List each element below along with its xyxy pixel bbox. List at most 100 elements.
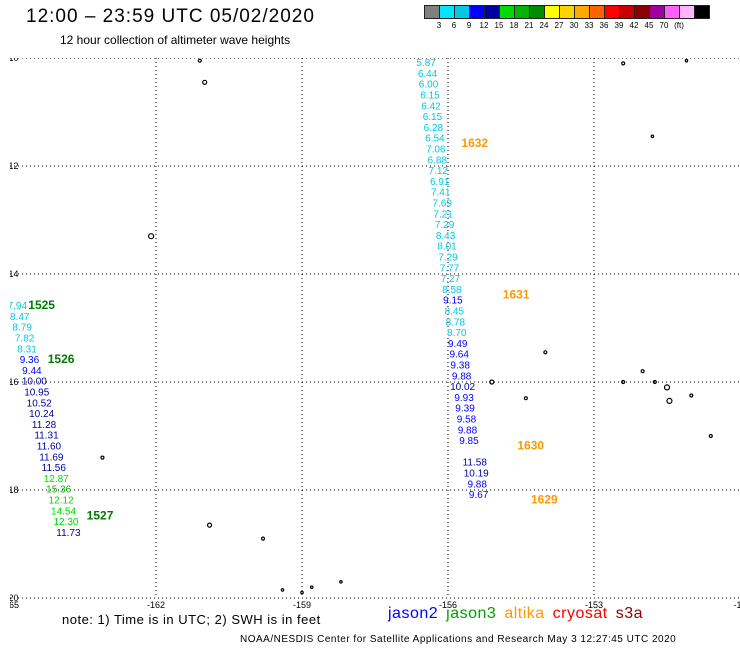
swh-value: 9.38 bbox=[450, 361, 470, 372]
swh-value: 6.15 bbox=[420, 91, 440, 102]
legend-label: 18 bbox=[509, 21, 519, 30]
island-outline bbox=[148, 233, 155, 240]
island-outline bbox=[684, 58, 689, 63]
swh-value: 11.56 bbox=[42, 463, 67, 474]
island-outline bbox=[202, 79, 208, 85]
swh-value: 11.58 bbox=[463, 458, 488, 469]
y-tick-label: -20 bbox=[10, 593, 19, 603]
swh-value: 7.06 bbox=[426, 145, 446, 156]
legend-swatch bbox=[484, 5, 500, 19]
legend-label: 9 bbox=[466, 21, 472, 30]
swh-value: 8.31 bbox=[17, 344, 37, 355]
swh-value: 11.69 bbox=[39, 452, 64, 463]
legend-swatch bbox=[664, 5, 680, 19]
legend-label: 45 bbox=[644, 21, 654, 30]
swh-value: 11.73 bbox=[56, 528, 81, 539]
swh-value: 10.19 bbox=[464, 469, 489, 480]
swh-value: 9.36 bbox=[20, 355, 40, 366]
legend-label: 42 bbox=[629, 21, 639, 30]
island-outline bbox=[260, 536, 266, 541]
satellite-altika: altika bbox=[504, 605, 545, 622]
swh-value: 9.64 bbox=[449, 350, 469, 361]
swh-value: 9.15 bbox=[443, 296, 463, 307]
swh-value: 6.00 bbox=[419, 80, 439, 91]
legend-label: 21 bbox=[524, 21, 534, 30]
swh-value: 8.70 bbox=[447, 328, 467, 339]
wave-height-map: -165 -162 -159 -156 -153 -15 -10 -12 -14 -16 -18 -2… bbox=[10, 58, 740, 610]
swh-value: 10.95 bbox=[24, 388, 49, 399]
island-outline bbox=[689, 393, 694, 398]
swh-value: 15.36 bbox=[46, 485, 71, 496]
island-outline bbox=[489, 379, 495, 385]
island-outline bbox=[708, 433, 713, 439]
swh-value: 6.91 bbox=[430, 177, 450, 188]
swh-value: 9.49 bbox=[448, 339, 468, 350]
pass-time-label: 1526 bbox=[48, 352, 75, 366]
legend-swatch bbox=[589, 5, 605, 19]
swh-value: 9.88 bbox=[452, 371, 472, 382]
legend-swatch bbox=[529, 5, 545, 19]
x-tick-label: -159 bbox=[293, 600, 311, 610]
note-text: note: 1) Time is in UTC; 2) SWH is in fe… bbox=[62, 612, 321, 627]
pass-time-label: 1629 bbox=[531, 493, 558, 507]
legend-swatch bbox=[544, 5, 560, 19]
pass-time-label: 1527 bbox=[87, 509, 114, 523]
pass-time-label: 1632 bbox=[461, 136, 488, 150]
legend-label: 6 bbox=[451, 21, 457, 30]
legend-swatch bbox=[424, 5, 440, 19]
legend-label: (ft) bbox=[674, 21, 684, 30]
swh-value: 8.01 bbox=[437, 242, 457, 253]
y-tick-label: -16 bbox=[10, 377, 19, 387]
swh-value: 11.28 bbox=[32, 420, 57, 431]
swh-value: 8.45 bbox=[445, 307, 465, 318]
island-outline bbox=[300, 590, 304, 595]
swh-value: 10.00 bbox=[22, 377, 47, 388]
x-tick-label: -153 bbox=[585, 600, 603, 610]
swh-value: 5.87 bbox=[416, 58, 436, 69]
swh-value: 12.87 bbox=[44, 474, 69, 485]
x-tick-label: -162 bbox=[147, 600, 165, 610]
y-tick-label: -18 bbox=[10, 485, 19, 495]
swh-value: 7.12 bbox=[429, 166, 449, 177]
x-tick-label: -165 bbox=[10, 600, 19, 610]
swh-value: 10.02 bbox=[450, 382, 475, 393]
satellite-cryosat: cryosat bbox=[552, 605, 608, 622]
swh-value: 7.41 bbox=[431, 188, 451, 199]
island-outline bbox=[309, 585, 314, 590]
swh-value: 10.24 bbox=[29, 409, 54, 420]
islands bbox=[100, 58, 713, 595]
swh-value: 8.78 bbox=[446, 317, 466, 328]
legend-swatch bbox=[559, 5, 575, 19]
satellite-s3a: s3a bbox=[615, 605, 644, 622]
swh-value: 7.82 bbox=[15, 334, 35, 345]
swh-value: 11.60 bbox=[37, 442, 62, 453]
swh-value: 9.39 bbox=[455, 404, 475, 415]
map-title: 12:00 – 23:59 UTC 05/02/2020 bbox=[26, 6, 315, 27]
swh-value: 9.67 bbox=[469, 490, 489, 501]
legend-label: 36 bbox=[599, 21, 609, 30]
legend-label: 27 bbox=[554, 21, 564, 30]
island-outline bbox=[206, 522, 213, 528]
map-subtitle: 12 hour collection of altimeter wave hei… bbox=[60, 33, 291, 47]
swh-value: 6.15 bbox=[423, 112, 443, 123]
legend-label: 70 bbox=[659, 21, 669, 30]
swh-value: 9.88 bbox=[458, 425, 478, 436]
legend-swatch bbox=[499, 5, 515, 19]
legend-label: 24 bbox=[539, 21, 549, 30]
legend-labels: 3 6 9 12 15 18 21 24 27 30 33 36 39 42 45 70 (ft) bbox=[424, 19, 709, 31]
axis-labels: -165 -162 -159 -156 -153 -15 -10 -12 -14 -16 -18 -2… bbox=[10, 58, 740, 610]
swh-value: 7.69 bbox=[432, 199, 452, 210]
island-outline bbox=[650, 134, 655, 139]
island-outline bbox=[197, 58, 202, 63]
satellite-key: jason2 jason3 altika cryosat s3a bbox=[388, 605, 651, 623]
map-grid bbox=[10, 58, 740, 599]
satellite-jason2: jason2 bbox=[388, 605, 439, 622]
color-legend: 3 6 9 12 15 18 21 24 27 30 33 36 39 42 45 70 (ft) bbox=[424, 5, 710, 31]
swh-value: 9.44 bbox=[22, 366, 42, 377]
swh-value: 6.54 bbox=[425, 134, 445, 145]
x-tick-label: -15 bbox=[733, 600, 740, 610]
island-outline bbox=[652, 379, 657, 385]
island-outline bbox=[621, 379, 626, 385]
swh-value: 7.29 bbox=[438, 253, 458, 264]
legend-label: 33 bbox=[584, 21, 594, 30]
